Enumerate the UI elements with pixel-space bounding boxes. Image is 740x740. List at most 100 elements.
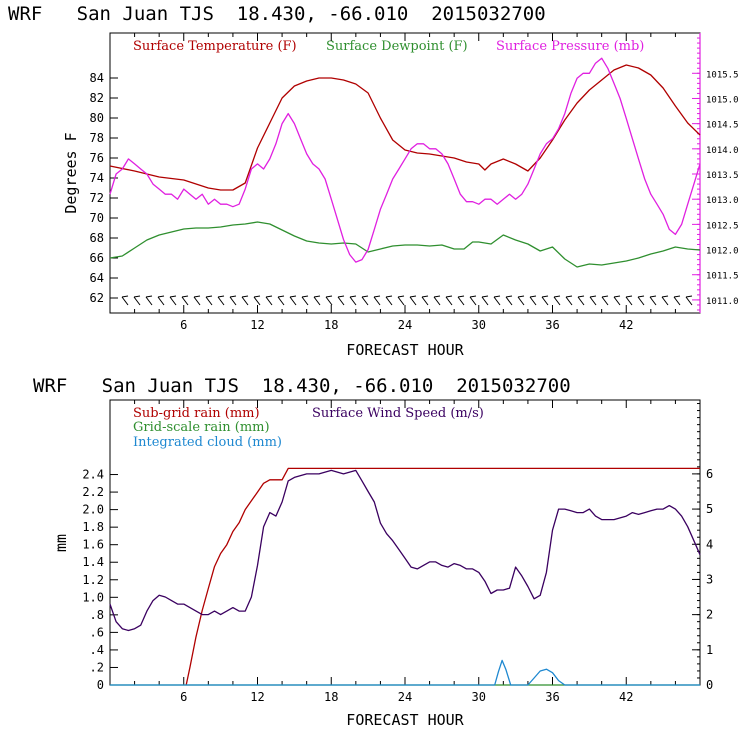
- x-tick-label: 30: [472, 318, 486, 332]
- y-tick-label: 1.2: [82, 573, 104, 587]
- legend-temperature: Surface Temperature (F): [133, 39, 297, 54]
- wind-barb: [277, 296, 285, 306]
- y-tick-label: 84: [90, 71, 104, 85]
- x-axis-label: FORECAST HOUR: [346, 711, 464, 729]
- x-tick-label: 24: [398, 318, 412, 332]
- wind-barb-flag: [589, 295, 597, 298]
- wind-barb-flag: [529, 295, 537, 298]
- wind-barb: [541, 296, 549, 306]
- y-tick-label: 2.2: [82, 485, 104, 499]
- wind-barb-flag: [613, 295, 621, 298]
- y-tick-label: .8: [90, 608, 104, 622]
- x-tick-label: 18: [324, 318, 338, 332]
- y-tick-label: 64: [90, 271, 104, 285]
- wind-barb: [673, 296, 681, 306]
- wind-barb: [265, 296, 273, 306]
- wind-barb-flag: [445, 295, 453, 298]
- wind-barb: [289, 296, 297, 306]
- wind-barb-flag: [457, 295, 465, 298]
- series-line-2: [109, 57, 701, 263]
- y-tick-label: .4: [90, 643, 104, 657]
- wind-barb-flag: [481, 295, 489, 298]
- wind-barb-flag: [625, 295, 633, 298]
- wind-barb-flag: [157, 295, 165, 298]
- right-tick-label: 6: [706, 467, 713, 481]
- x-tick-label: 12: [250, 690, 264, 704]
- right-tick-label: 4: [706, 537, 713, 551]
- wind-barb-flag: [217, 295, 225, 298]
- series-line-0: [109, 64, 701, 191]
- x-tick-label: 42: [619, 690, 633, 704]
- right-tick-label: 3: [706, 572, 713, 586]
- right-tick-label: 5: [706, 502, 713, 516]
- wind-barb: [481, 296, 489, 306]
- wind-barb: [553, 296, 561, 306]
- chart-title: WRF San Juan TJS 18.430, -66.010 2015032…: [8, 3, 546, 25]
- wind-barb: [313, 296, 321, 306]
- y-tick-label: 72: [90, 191, 104, 205]
- wind-barb: [145, 296, 153, 306]
- wind-barb-flag: [229, 295, 237, 298]
- right-tick-label: 1014.5: [706, 121, 739, 131]
- wind-barb-flag: [265, 295, 273, 298]
- wind-barb-flag: [637, 295, 645, 298]
- x-axis-label: FORECAST HOUR: [346, 341, 464, 359]
- wind-barb: [457, 296, 465, 306]
- wind-barb-flag: [205, 295, 213, 298]
- wind-barb: [169, 296, 177, 306]
- wind-barb: [649, 296, 657, 306]
- wind-barb-flag: [169, 295, 177, 298]
- wind-barb-flag: [409, 295, 417, 298]
- wind-barb-flag: [121, 295, 129, 298]
- y-tick-label: 1.6: [82, 538, 104, 552]
- x-tick-label: 36: [545, 318, 559, 332]
- x-tick-label: 12: [250, 318, 264, 332]
- y-tick-label: 62: [90, 291, 104, 305]
- wind-barb: [409, 296, 417, 306]
- wind-barb: [661, 296, 669, 306]
- y-tick-label: 66: [90, 251, 104, 265]
- right-tick-label: 1014.0: [706, 146, 739, 156]
- x-tick-label: 18: [324, 690, 338, 704]
- wind-barbs: [121, 295, 693, 306]
- wind-barb-flag: [373, 295, 381, 298]
- y-tick-label: 2.0: [82, 503, 104, 517]
- legend-subgrid-rain: Sub-grid rain (mm): [133, 406, 260, 421]
- wind-barb-flag: [505, 295, 513, 298]
- wind-barb: [361, 296, 369, 306]
- series-group: [109, 467, 701, 686]
- legend-integrated-cloud: Integrated cloud (mm): [133, 435, 282, 450]
- y-ticks-left: 62 64 66 68 70 72 74 76 78 80 82 84: [90, 71, 118, 305]
- series-line-1: [109, 469, 701, 632]
- x-ticks: 6 12 18 24 30 36 42: [134, 400, 676, 704]
- y-tick-label: 2.4: [82, 468, 104, 482]
- temperature-chart: WRF San Juan TJS 18.430, -66.010 2015032…: [8, 3, 739, 359]
- right-tick-label: 1015.0: [706, 95, 739, 105]
- wind-barb-flag: [133, 295, 141, 298]
- wind-barb: [589, 296, 597, 306]
- wind-barb: [241, 296, 249, 306]
- wind-barb: [529, 296, 537, 306]
- wind-barb: [517, 296, 525, 306]
- y-ticks-right: 1011.0 1011.5 1012.0 1012.5 1013.0 1013.5 1014…: [692, 37, 739, 311]
- wind-barb: [445, 296, 453, 306]
- wind-barb-flag: [649, 295, 657, 298]
- wind-barb: [577, 296, 585, 306]
- wind-barb: [565, 296, 573, 306]
- y-axis-label: Degrees F: [62, 132, 80, 213]
- wind-barb-flag: [397, 295, 405, 298]
- y-tick-label: 1.0: [82, 590, 104, 604]
- wind-barb-flag: [517, 295, 525, 298]
- legend-dewpoint: Surface Dewpoint (F): [326, 39, 468, 54]
- wind-barb: [397, 296, 405, 306]
- wind-barb: [133, 296, 141, 306]
- y-ticks-left: 0 .2 .4 .6 .8 1.0 1.2 1.4 1.6 1.8 2.0 2.2 2.4: [82, 468, 118, 692]
- wind-barb-flag: [601, 295, 609, 298]
- wind-barb: [385, 296, 393, 306]
- wind-barb: [433, 296, 441, 306]
- wind-barb: [121, 296, 129, 306]
- wind-barb: [205, 296, 213, 306]
- series-group: [109, 57, 701, 268]
- x-tick-label: 6: [180, 690, 187, 704]
- wind-barb-flag: [145, 295, 153, 298]
